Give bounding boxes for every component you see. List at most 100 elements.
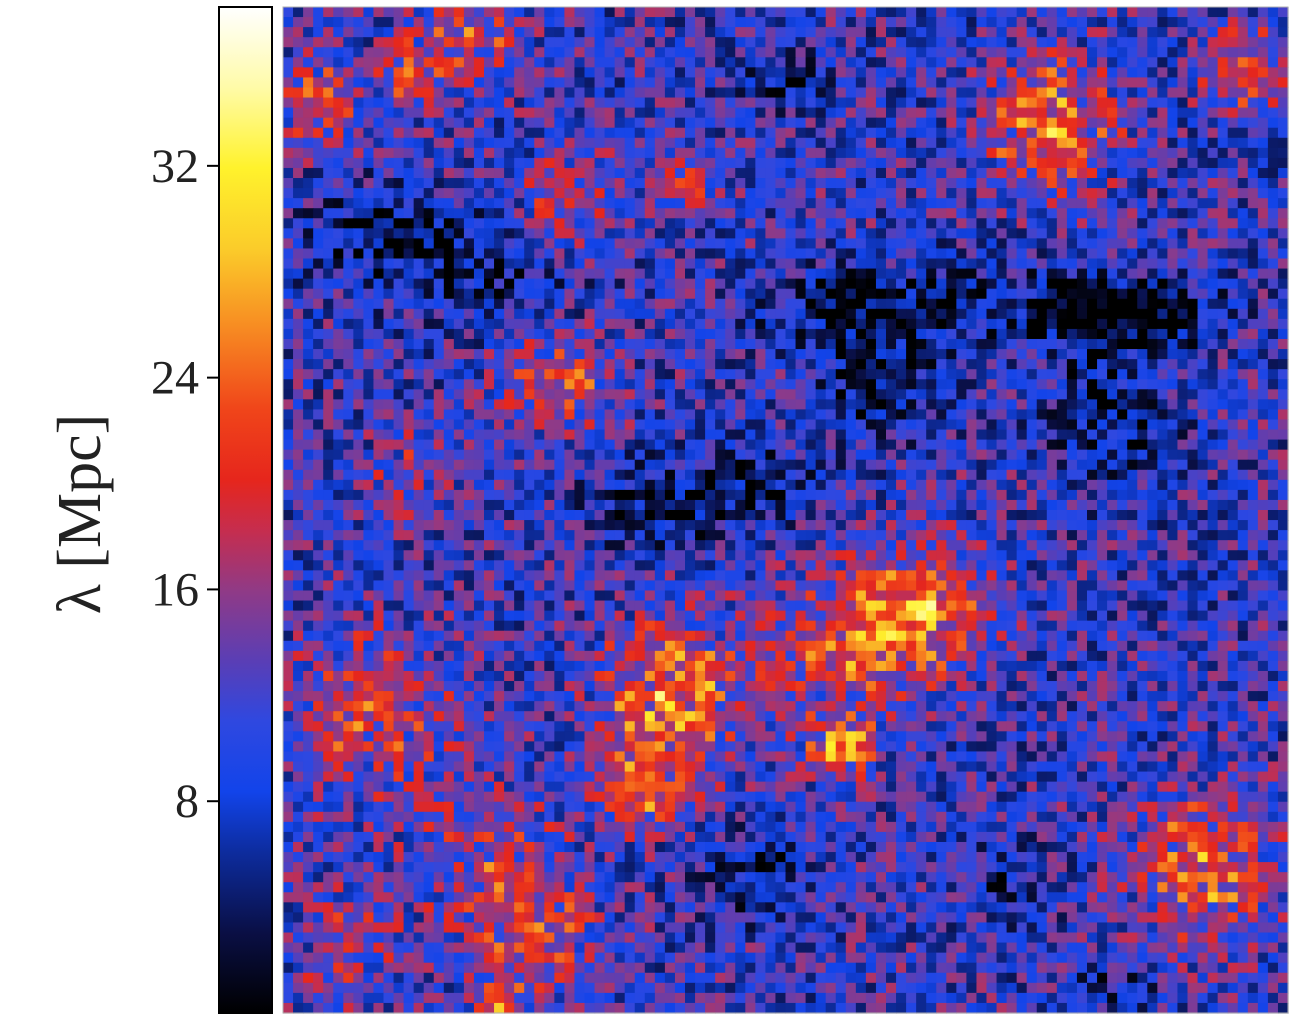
heatmap-cell bbox=[393, 268, 405, 280]
heatmap-cell bbox=[966, 399, 978, 410]
heatmap-cell bbox=[283, 328, 294, 340]
heatmap-cell bbox=[594, 127, 606, 139]
heatmap-cell bbox=[413, 198, 425, 209]
heatmap-cell bbox=[554, 137, 565, 149]
heatmap-cell bbox=[775, 399, 787, 410]
heatmap-cell bbox=[524, 188, 535, 199]
heatmap-cell bbox=[363, 489, 375, 501]
heatmap-cell bbox=[313, 469, 324, 481]
heatmap-cell bbox=[875, 338, 887, 350]
heatmap-cell bbox=[1167, 338, 1179, 350]
heatmap-cell bbox=[463, 379, 475, 390]
heatmap-cell bbox=[825, 87, 837, 99]
heatmap-cell bbox=[1097, 127, 1108, 139]
heatmap-cell bbox=[1107, 288, 1118, 300]
heatmap-cell bbox=[1117, 439, 1128, 451]
heatmap-cell bbox=[433, 288, 445, 300]
heatmap-cell bbox=[1076, 449, 1088, 461]
heatmap-cell bbox=[584, 318, 596, 330]
heatmap-cell bbox=[534, 47, 545, 58]
heatmap-cell bbox=[835, 499, 847, 511]
heatmap-cell bbox=[283, 298, 294, 310]
heatmap-cell bbox=[353, 178, 364, 189]
heatmap-cell bbox=[554, 147, 565, 159]
heatmap-cell bbox=[735, 328, 746, 340]
heatmap-cell bbox=[323, 359, 334, 370]
heatmap-cell bbox=[654, 369, 666, 380]
heatmap-cell bbox=[383, 198, 395, 209]
heatmap-cell bbox=[1016, 208, 1028, 219]
heatmap-cell bbox=[835, 7, 847, 18]
heatmap-cell bbox=[333, 409, 344, 421]
heatmap-cell bbox=[283, 17, 294, 28]
heatmap-cell bbox=[1107, 489, 1118, 501]
heatmap-cell bbox=[564, 419, 576, 431]
heatmap-cell bbox=[815, 147, 827, 159]
heatmap-cell bbox=[293, 208, 304, 219]
heatmap-cell bbox=[1207, 389, 1219, 400]
heatmap-cell bbox=[423, 359, 435, 370]
heatmap-cell bbox=[855, 157, 867, 169]
heatmap-cell bbox=[725, 288, 736, 300]
heatmap-cell bbox=[634, 349, 646, 360]
heatmap-cell bbox=[1137, 198, 1148, 209]
heatmap-cell bbox=[594, 439, 606, 451]
heatmap-cell bbox=[283, 37, 294, 48]
heatmap-cell bbox=[765, 308, 777, 320]
heatmap-cell bbox=[835, 198, 847, 209]
heatmap-cell bbox=[554, 439, 565, 451]
heatmap-cell bbox=[664, 338, 676, 350]
heatmap-cell bbox=[956, 97, 967, 109]
heatmap-cell bbox=[1006, 57, 1018, 68]
heatmap-cell bbox=[685, 67, 696, 79]
heatmap-cell bbox=[353, 27, 364, 38]
heatmap-cell bbox=[906, 7, 917, 18]
heatmap-cell bbox=[805, 359, 817, 370]
heatmap-cell bbox=[1247, 369, 1259, 380]
heatmap-cell bbox=[976, 369, 988, 380]
heatmap-cell bbox=[594, 17, 606, 28]
heatmap-cell bbox=[574, 218, 586, 229]
heatmap-cell bbox=[745, 208, 756, 219]
heatmap-cell bbox=[1087, 399, 1098, 410]
heatmap-cell bbox=[413, 47, 425, 58]
heatmap-cell bbox=[413, 429, 425, 441]
heatmap-cell bbox=[1197, 228, 1209, 239]
heatmap-cell bbox=[946, 17, 957, 28]
heatmap-cell bbox=[986, 218, 998, 229]
heatmap-cell bbox=[745, 258, 756, 270]
heatmap-cell bbox=[735, 218, 746, 229]
heatmap-cell bbox=[1147, 127, 1158, 139]
heatmap-cell bbox=[875, 379, 887, 390]
heatmap-cell bbox=[293, 178, 304, 189]
heatmap-cell bbox=[393, 449, 405, 461]
heatmap-cell bbox=[845, 208, 857, 219]
heatmap-cell bbox=[875, 489, 887, 501]
heatmap-cell bbox=[504, 178, 515, 189]
heatmap-cell bbox=[654, 87, 666, 99]
heatmap-cell bbox=[745, 419, 756, 431]
heatmap-cell bbox=[303, 419, 314, 431]
heatmap-cell bbox=[1036, 489, 1048, 501]
heatmap-cell bbox=[584, 349, 596, 360]
heatmap-cell bbox=[715, 278, 726, 290]
heatmap-cell bbox=[1237, 167, 1249, 179]
heatmap-cell bbox=[1257, 87, 1269, 99]
heatmap-cell bbox=[956, 268, 967, 280]
heatmap-cell bbox=[413, 7, 425, 18]
heatmap-cell bbox=[463, 178, 475, 189]
heatmap-cell bbox=[383, 67, 395, 79]
heatmap-cell bbox=[1247, 27, 1259, 38]
heatmap-cell bbox=[835, 127, 847, 139]
heatmap-cell bbox=[1127, 338, 1138, 350]
heatmap-cell bbox=[494, 238, 505, 250]
heatmap-cell bbox=[674, 17, 686, 28]
heatmap-cell bbox=[343, 399, 354, 410]
heatmap-cell bbox=[594, 208, 606, 219]
heatmap-cell bbox=[443, 7, 455, 18]
heatmap-cell bbox=[584, 147, 596, 159]
heatmap-cell bbox=[785, 349, 797, 360]
heatmap-cell bbox=[886, 208, 897, 219]
heatmap-cell bbox=[775, 47, 787, 58]
heatmap-cell bbox=[674, 268, 686, 280]
